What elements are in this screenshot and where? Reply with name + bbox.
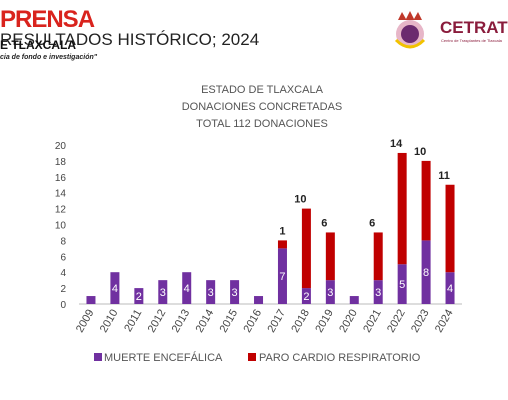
y-tick-label: 16 (55, 173, 67, 184)
bar-chart: ESTADO DE TLAXCALA DONACIONES CONCRETADA… (55, 84, 462, 364)
x-tick-label: 2010 (98, 308, 121, 335)
data-label-paro: 11 (438, 170, 450, 182)
x-tick-label: 2009 (74, 308, 97, 335)
x-tick-label: 2013 (170, 308, 193, 335)
bar-muerte-2016 (254, 296, 264, 304)
y-tick-label: 20 (55, 141, 67, 152)
y-tick-label: 18 (55, 157, 67, 168)
legend-swatch-paro (248, 353, 256, 361)
legend: MUERTE ENCEFÁLICA PARO CARDIO RESPIRATOR… (94, 351, 421, 364)
y-tick-label: 10 (55, 221, 67, 232)
bar-paro-2022 (397, 152, 407, 265)
data-label-muerte: 2 (303, 291, 309, 303)
bar-muerte-2012 (158, 280, 168, 304)
chart-title-line-1: ESTADO DE TLAXCALA (201, 84, 324, 96)
y-tick-label: 14 (55, 189, 67, 200)
x-tick-label: 2024 (433, 308, 456, 335)
bar-muerte-2015 (230, 280, 240, 304)
data-label-paro: 6 (321, 217, 327, 229)
x-tick-label: 2022 (385, 308, 408, 335)
bar-muerte-2017 (277, 248, 287, 304)
data-label-paro: 6 (369, 217, 375, 229)
data-label-muerte: 2 (136, 291, 142, 303)
data-label-muerte: 3 (327, 287, 333, 299)
y-tick-label: 12 (55, 205, 67, 216)
bar-muerte-2021 (373, 280, 383, 304)
chart-title-line-3: TOTAL 112 DONACIONES (196, 118, 328, 130)
data-label-paro: 14 (390, 138, 403, 150)
x-tick-label: 2015 (218, 308, 241, 335)
bar-paro-2019 (325, 232, 335, 281)
x-tick-label: 2020 (337, 308, 360, 335)
data-label-muerte: 8 (423, 267, 429, 279)
data-label-muerte: 4 (447, 283, 453, 295)
bar-muerte-2019 (325, 280, 335, 304)
data-label-muerte: 3 (160, 287, 166, 299)
data-label-muerte: 3 (232, 287, 238, 299)
headline: RESULTADOS HISTÓRICO; 2024 (0, 30, 260, 49)
x-tick-label: 2014 (194, 308, 217, 335)
cetrat-emblem-icon (394, 11, 426, 49)
bar-paro-2023 (421, 160, 431, 241)
y-tick-label: 2 (60, 284, 66, 295)
bar-muerte-2011 (134, 288, 144, 304)
data-label-muerte: 5 (399, 279, 405, 291)
data-label-paro: 10 (414, 146, 426, 158)
y-tick-label: 8 (60, 236, 66, 247)
brand-logo-text: PRENSA (0, 6, 95, 33)
bars: 4 2 3 4 3 3 7 1 2 10 3 6 3 6 5 14 8 10 4 11 (86, 138, 455, 304)
x-tick-label: 2023 (409, 308, 432, 335)
legend-label-muerte: MUERTE ENCEFÁLICA (104, 351, 223, 364)
bar-muerte-2014 (206, 280, 216, 304)
x-tick-label: 2016 (241, 308, 264, 335)
data-label-muerte: 4 (112, 283, 118, 295)
data-label-muerte: 7 (279, 271, 285, 283)
bar-muerte-2013 (182, 272, 192, 304)
bar-muerte-2023 (421, 240, 431, 304)
brand-sub: E TLAXCALA (0, 38, 76, 52)
data-label-muerte: 3 (208, 287, 214, 299)
bar-muerte-2022 (397, 264, 407, 304)
bar-muerte-2009 (86, 296, 96, 304)
partner-logo-text: CETRAT (440, 18, 508, 37)
bar-paro-2021 (373, 232, 383, 281)
x-axis: 2009 2010 2011 2012 2013 2014 2015 2016 2017 2018… (74, 308, 456, 335)
bar-paro-2017 (277, 240, 287, 249)
x-tick-label: 2017 (265, 308, 288, 335)
x-tick-label: 2018 (289, 308, 312, 335)
bar-muerte-2020 (349, 296, 359, 304)
bar-muerte-2024 (445, 272, 455, 304)
y-tick-label: 0 (60, 300, 66, 311)
x-tick-label: 2021 (361, 308, 384, 335)
legend-swatch-muerte (94, 353, 102, 361)
data-label-muerte: 4 (184, 283, 190, 295)
x-tick-label: 2011 (122, 308, 144, 334)
legend-label-paro: PARO CARDIO RESPIRATORIO (259, 352, 421, 364)
bar-paro-2018 (301, 208, 311, 289)
slogan: cia de fondo e investigación" (0, 54, 98, 61)
x-tick-label: 2012 (146, 308, 169, 335)
y-tick-label: 4 (60, 268, 66, 279)
data-label-muerte: 3 (375, 287, 381, 299)
page-header: PRENSA RESULTADOS HISTÓRICO; 2024 E TLAX… (0, 0, 508, 70)
bar-muerte-2010 (110, 272, 120, 304)
bar-paro-2024 (445, 184, 455, 273)
y-tick-label: 6 (60, 252, 66, 263)
chart-title-line-2: DONACIONES CONCRETADAS (182, 101, 343, 113)
bar-muerte-2018 (301, 288, 311, 304)
partner-subtitle: Centro de Trasplantes de Tlaxcala (441, 38, 502, 43)
data-label-paro: 10 (294, 194, 306, 206)
data-label-paro: 1 (279, 225, 285, 237)
x-tick-label: 2019 (313, 308, 336, 335)
